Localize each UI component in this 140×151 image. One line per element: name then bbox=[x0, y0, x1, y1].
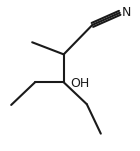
Text: OH: OH bbox=[70, 77, 89, 90]
Text: N: N bbox=[122, 6, 131, 19]
